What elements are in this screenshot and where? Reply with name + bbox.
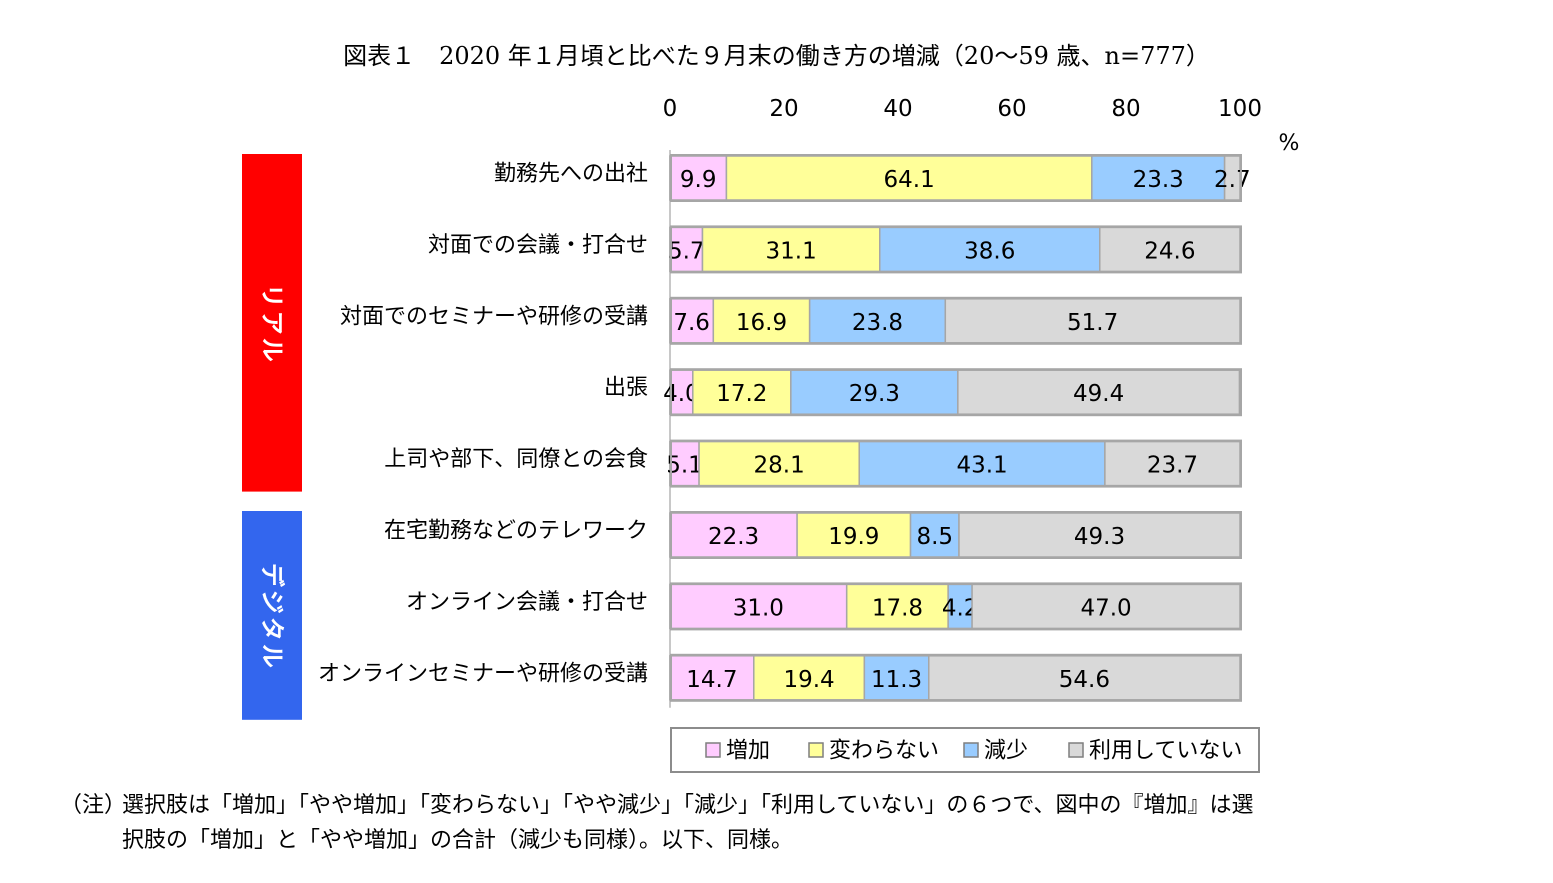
group-band-real	[242, 154, 302, 492]
bar-segment	[753, 655, 866, 701]
legend-label: 変わらない	[829, 739, 939, 764]
bar-frame	[670, 225, 1242, 274]
bar-segment	[845, 583, 949, 630]
data-label: 5.1	[666, 453, 703, 479]
data-label: 2.7	[1214, 167, 1251, 193]
bar-segment	[808, 298, 947, 344]
legend-swatch	[963, 742, 979, 758]
category-label: オンラインセミナーや研修の受講	[318, 661, 648, 686]
data-label: 23.3	[1133, 167, 1184, 193]
legend-label: 利用していない	[1089, 739, 1242, 764]
data-label: 49.3	[1074, 524, 1125, 550]
data-label: 28.1	[754, 453, 805, 479]
data-label: 29.3	[849, 381, 900, 407]
legend-swatch	[808, 742, 824, 758]
bar-segment	[1091, 155, 1226, 201]
legend-label: 減少	[984, 739, 1028, 764]
bar-segment	[863, 655, 930, 701]
category-label: 対面でのセミナーや研修の受講	[340, 304, 648, 329]
data-label: 8.5	[916, 524, 953, 550]
data-label: 23.8	[852, 310, 903, 336]
unit-label: %	[1279, 131, 1300, 156]
data-label: 22.3	[708, 524, 759, 550]
x-tick-label: 20	[769, 96, 798, 122]
data-label: 31.0	[733, 595, 784, 621]
chart-title: 図表１ 2020 年１月頃と比べた９月末の働き方の増減（20～59 歳、n=77…	[343, 42, 1210, 70]
data-label: 24.6	[1144, 238, 1195, 264]
x-tick-label: 40	[883, 96, 912, 122]
legend-label: 増加	[726, 739, 770, 764]
data-label: 31.1	[766, 238, 817, 264]
data-label: 16.9	[736, 310, 787, 336]
data-label: 11.3	[871, 667, 922, 693]
data-label: 17.2	[716, 381, 767, 407]
category-label: 勤務先への出社	[494, 162, 648, 187]
bar-segment	[669, 583, 848, 630]
data-label: 49.4	[1073, 381, 1124, 407]
data-label: 54.6	[1059, 667, 1110, 693]
group-label-char: タ	[258, 617, 286, 641]
data-label: 9.9	[680, 167, 717, 193]
group-label-char: ル	[258, 644, 286, 668]
bar-frame	[670, 582, 1242, 631]
note-line-2: 択肢の「増加」と「やや増加」の合計（減少も同様）。以下、同様。	[122, 828, 794, 853]
bar-frame	[670, 296, 1242, 345]
bar-frame	[670, 653, 1242, 702]
bar-segment	[725, 155, 1093, 201]
bar-segment	[669, 512, 798, 558]
bar-segment	[958, 512, 1241, 558]
group-label-char: ル	[258, 338, 286, 362]
data-label: 7.6	[673, 310, 710, 336]
x-tick-label: 0	[663, 96, 678, 122]
group-label-char: ジ	[258, 590, 286, 614]
x-tick-label: 80	[1111, 96, 1140, 122]
data-label: 19.9	[828, 524, 879, 550]
x-tick-label: 60	[997, 96, 1026, 122]
bar-frame	[670, 154, 1242, 202]
x-tick-label: 100	[1218, 96, 1262, 122]
note-line-1: 選択肢は「増加」「やや増加」「変わらない」「やや減少」「減少」「利用していない」…	[122, 793, 1254, 818]
data-label: 64.1	[884, 167, 935, 193]
bar-frame	[670, 511, 1242, 559]
legend-swatch	[1068, 742, 1084, 758]
category-label: オンライン会議・打合せ	[406, 590, 648, 615]
bar-frame	[670, 368, 1242, 417]
bar-segment	[957, 369, 1241, 415]
data-label: 23.7	[1147, 453, 1198, 479]
data-label: 51.7	[1067, 310, 1118, 336]
data-label: 14.7	[686, 667, 737, 693]
bar-segment	[669, 226, 704, 273]
group-label-char: リ	[258, 284, 286, 308]
data-label: 38.6	[964, 238, 1015, 264]
bar-segment	[712, 298, 811, 344]
data-label: 5.7	[668, 238, 705, 264]
group-label-char: デ	[258, 563, 286, 588]
data-label: 17.8	[872, 595, 923, 621]
bar-frame	[670, 439, 1242, 488]
category-label: 在宅勤務などのテレワーク	[384, 519, 648, 544]
category-label: 上司や部下、同僚との会食	[384, 447, 648, 472]
bar-segment	[701, 226, 881, 273]
bar-segment	[790, 369, 959, 415]
group-band-digital	[242, 511, 302, 720]
bar-segment	[858, 440, 1106, 487]
bar-segment	[669, 440, 700, 487]
legend-swatch	[705, 742, 721, 758]
data-label: 47.0	[1080, 595, 1131, 621]
group-label-char: ア	[258, 311, 286, 335]
category-label: 出張	[604, 376, 648, 401]
category-label: 対面での会議・打合せ	[428, 233, 648, 258]
data-label: 19.4	[783, 667, 834, 693]
data-label: 43.1	[956, 453, 1007, 479]
note-label: （注）	[60, 793, 127, 818]
